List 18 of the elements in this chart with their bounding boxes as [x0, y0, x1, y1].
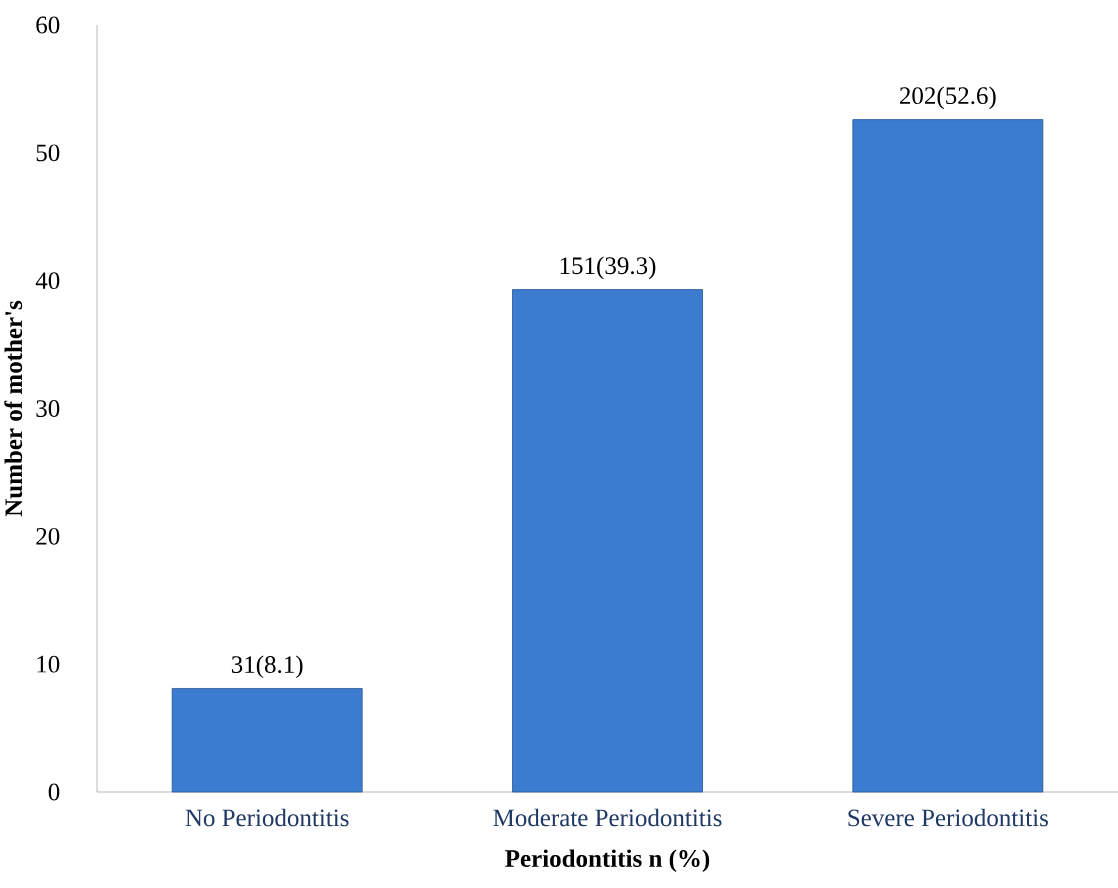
data-label: 202(52.6) — [899, 86, 996, 110]
x-tick-label: Severe Periodontitis — [848, 808, 1048, 827]
y-axis-title: Number of mother's — [4, 300, 23, 517]
x-axis-title: Periodontitis n (%) — [505, 849, 710, 873]
x-tick-label: No Periodontitis — [185, 808, 349, 827]
y-tick-label: 20 — [36, 527, 60, 545]
bar — [512, 289, 703, 793]
y-tick-label: 40 — [35, 272, 60, 290]
data-label: 31(8.1) — [231, 655, 303, 679]
y-tick-label: 10 — [37, 655, 60, 673]
x-tick-label: Moderate Periodontitis — [493, 808, 722, 827]
bar — [171, 688, 363, 793]
y-tick-label: 50 — [36, 144, 60, 162]
y-tick-label: 0 — [48, 783, 60, 801]
y-tick-label: 60 — [36, 16, 60, 34]
data-label: 151(39.3) — [560, 256, 656, 280]
y-tick-label: 30 — [36, 400, 60, 417]
bar — [852, 119, 1044, 793]
